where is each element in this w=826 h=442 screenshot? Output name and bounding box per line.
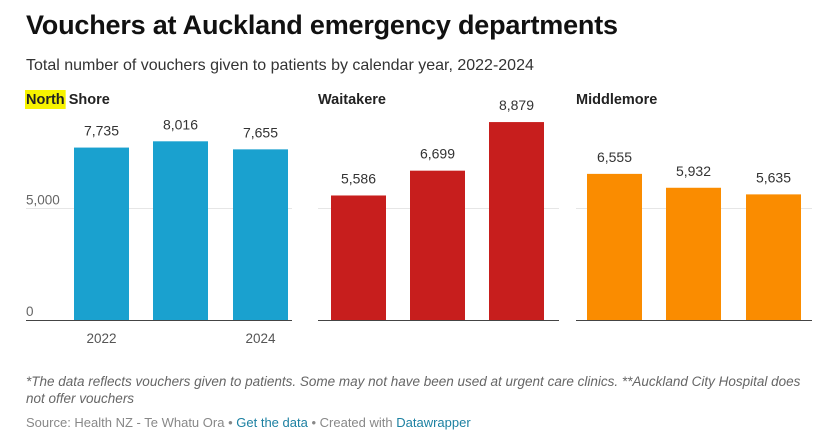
bar-north-shore-2024[interactable] bbox=[233, 149, 288, 320]
separator-dot: • bbox=[228, 415, 233, 430]
source-text: Source: Health NZ - Te Whatu Ora bbox=[26, 415, 225, 430]
source-line: Source: Health NZ - Te Whatu Ora • Get t… bbox=[26, 415, 471, 430]
bar-value-label: 8,879 bbox=[499, 97, 534, 113]
bar-waitakere-2023[interactable] bbox=[410, 170, 465, 320]
datawrapper-link[interactable]: Datawrapper bbox=[396, 415, 471, 430]
bar-waitakere-2024[interactable] bbox=[489, 122, 544, 320]
y-tick-label: 5,000 bbox=[26, 193, 60, 208]
bar-middlemore-2024[interactable] bbox=[746, 194, 801, 320]
bar-waitakere-2022[interactable] bbox=[331, 195, 386, 320]
bar-north-shore-2023[interactable] bbox=[153, 141, 208, 320]
bar-value-label: 8,016 bbox=[163, 116, 198, 132]
x-tick-label: 2024 bbox=[245, 331, 276, 346]
title-highlight bbox=[25, 90, 66, 109]
panel-title-middlemore: Middlemore bbox=[576, 92, 657, 108]
bar-value-label: 7,735 bbox=[84, 123, 119, 139]
separator-dot: • bbox=[311, 415, 317, 430]
get-the-data-link[interactable]: Get the data bbox=[236, 415, 308, 430]
panel-title-waitakere: Waitakere bbox=[318, 92, 386, 108]
bar-value-label: 7,655 bbox=[243, 124, 278, 140]
chart-subtitle: Total number of vouchers given to patien… bbox=[26, 57, 534, 74]
bar-value-label: 5,586 bbox=[341, 170, 376, 186]
created-with-text: Created with bbox=[319, 415, 393, 430]
y-tick-label: 0 bbox=[26, 304, 34, 319]
panel-title-highlighted-word: North bbox=[26, 92, 65, 108]
bar-value-label: 6,699 bbox=[420, 146, 455, 162]
chart-title: Vouchers at Auckland emergency departmen… bbox=[26, 10, 618, 40]
x-tick-label: 2022 bbox=[86, 331, 116, 346]
panel-title-rest: Shore bbox=[65, 92, 110, 108]
footnote: *The data reflects vouchers given to pat… bbox=[26, 374, 801, 406]
bar-value-label: 6,555 bbox=[597, 149, 632, 165]
bar-value-label: 5,932 bbox=[676, 163, 711, 179]
bar-north-shore-2022[interactable] bbox=[74, 147, 129, 320]
panel-title-north-shore: North Shore bbox=[26, 92, 110, 108]
bar-value-label: 5,635 bbox=[756, 169, 791, 185]
bar-middlemore-2023[interactable] bbox=[666, 187, 721, 320]
bar-middlemore-2022[interactable] bbox=[587, 173, 642, 320]
